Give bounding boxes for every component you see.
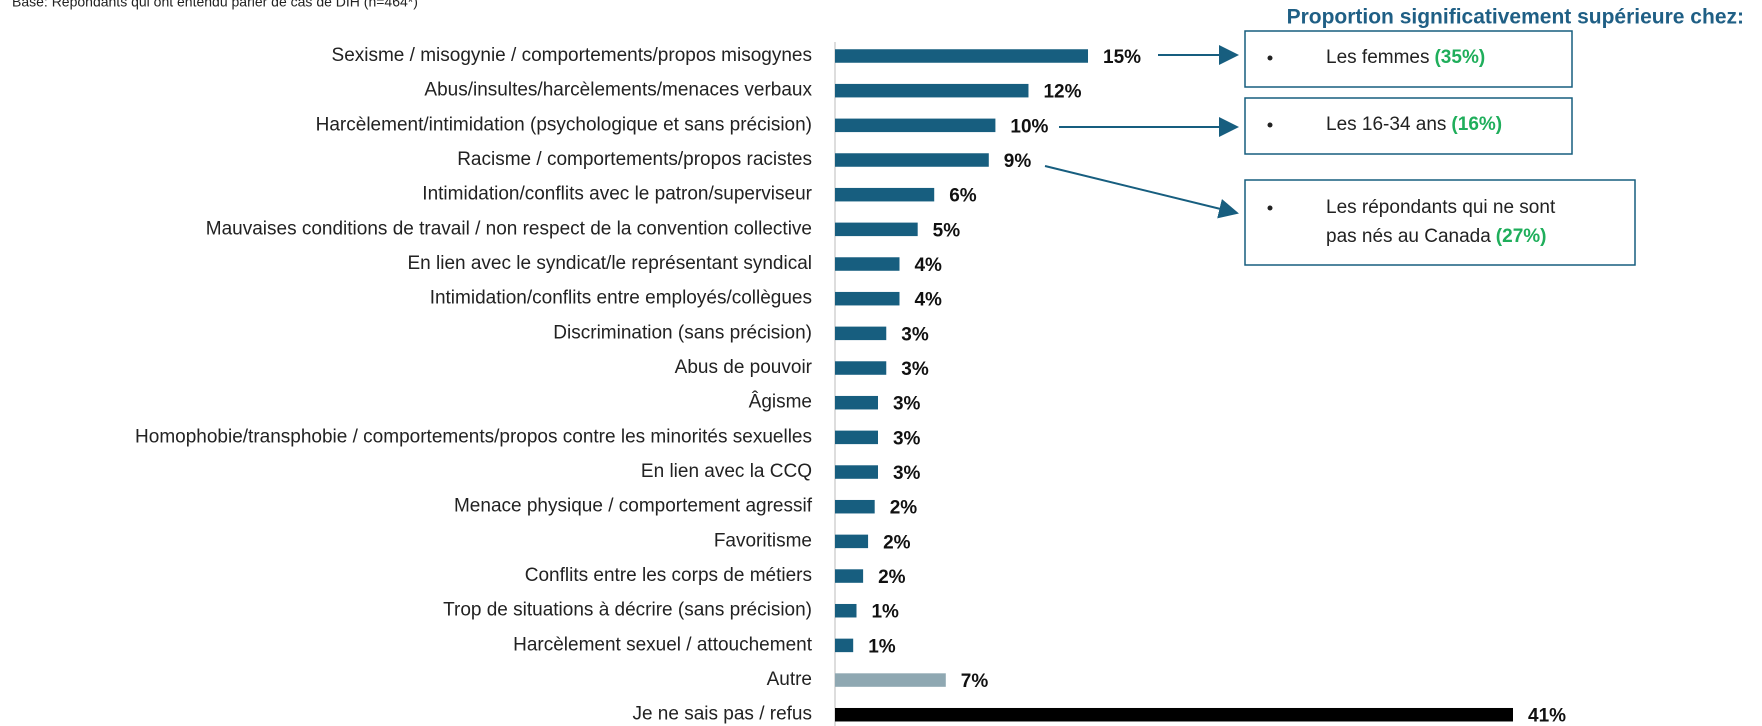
category-label: Harcèlement sexuel / attouchement (513, 634, 813, 655)
annotation-line: Les femmes (1326, 47, 1429, 68)
value-label: 1% (871, 602, 899, 623)
annotation-box (1244, 179, 1636, 266)
value-label: 7% (961, 671, 989, 692)
value-label: 6% (949, 186, 977, 207)
category-label: Abus/insultes/harcèlements/menaces verba… (424, 80, 812, 101)
bar (835, 499, 875, 514)
category-label: Âgisme (749, 391, 812, 413)
value-label: 10% (1010, 116, 1048, 137)
annotation-line: Les 16-34 ans (1326, 114, 1446, 135)
category-label: Sexisme / misogynie / comportements/prop… (332, 45, 812, 66)
value-label: 5% (933, 220, 961, 241)
category-label: Menace physique / comportement agressif (454, 496, 813, 517)
bar (835, 222, 918, 237)
annotation-text: Les femmes (35%) (1326, 47, 1485, 68)
category-label: Autre (767, 669, 812, 690)
category-label: Mauvaises conditions de travail / non re… (206, 218, 812, 239)
value-label: 3% (901, 359, 929, 380)
category-label: Homophobie/transphobie / comportements/p… (135, 426, 812, 447)
value-label: 3% (893, 463, 921, 484)
panel-title: Proportion significativement supérieure … (1287, 6, 1744, 29)
bullet (1267, 122, 1273, 128)
bar (835, 153, 989, 167)
annotation-text: Les répondants qui ne sont pas nés au Can… (1326, 197, 1556, 247)
bar (835, 361, 887, 375)
value-label: 3% (893, 394, 921, 415)
bar (835, 569, 864, 583)
bar (835, 603, 857, 618)
category-label: Discrimination (sans précision) (553, 322, 812, 343)
annotation-highlight: (16%) (1451, 114, 1502, 135)
bar (835, 291, 900, 306)
value-label: 9% (1004, 151, 1032, 172)
bullet (1267, 205, 1273, 211)
annotation-box (1244, 97, 1573, 155)
bar (835, 673, 946, 687)
category-label: Harcèlement/intimidation (psychologique … (316, 114, 812, 135)
bar (835, 326, 887, 341)
value-label: 41% (1528, 706, 1566, 726)
value-label: 3% (901, 324, 929, 345)
bar (835, 534, 869, 549)
arrow (1044, 165, 1239, 219)
category-label: Abus de pouvoir (675, 357, 813, 378)
category-label: Intimidation/conflits entre employés/col… (430, 288, 812, 309)
annotation-line: pas nés au Canada (1326, 226, 1491, 247)
bar (835, 465, 878, 479)
category-label: Conflits entre les corps de métiers (525, 565, 812, 586)
bar (835, 430, 878, 445)
value-label: 4% (914, 255, 942, 276)
bar (835, 187, 935, 202)
annotation-text: Les 16-34 ans (16%) (1326, 114, 1502, 135)
value-label: 2% (890, 498, 918, 519)
annotation-box (1244, 30, 1573, 88)
value-label: 2% (883, 532, 911, 553)
value-label: 15% (1103, 47, 1141, 68)
value-label: 3% (893, 428, 921, 449)
annotation-highlight: (35%) (1434, 47, 1485, 68)
category-label: Favoritisme (714, 530, 812, 551)
value-label: 12% (1043, 82, 1081, 103)
bar (835, 83, 1029, 98)
annotation-line: Les répondants qui ne sont (1326, 197, 1556, 218)
category-label: Trop de situations à décrire (sans préci… (443, 600, 812, 621)
bar (835, 257, 900, 271)
subtitle: Base: Répondants qui ont entendu parler … (12, 0, 418, 10)
value-label: 2% (878, 567, 906, 588)
bar (835, 638, 854, 653)
category-label: Intimidation/conflits avec le patron/sup… (422, 184, 812, 205)
bar (835, 118, 996, 133)
category-label: En lien avec le syndicat/le représentant… (407, 253, 812, 274)
category-label: Je ne sais pas / refus (632, 704, 812, 725)
category-label: En lien avec la CCQ (641, 461, 812, 482)
category-label: Racisme / comportements/propos racistes (457, 149, 812, 170)
bar (835, 707, 1513, 722)
bullet (1267, 55, 1273, 61)
value-label: 4% (914, 290, 942, 311)
bar (835, 49, 1089, 63)
bar (835, 395, 878, 410)
annotation-highlight: (27%) (1496, 226, 1547, 247)
value-label: 1% (868, 636, 896, 657)
